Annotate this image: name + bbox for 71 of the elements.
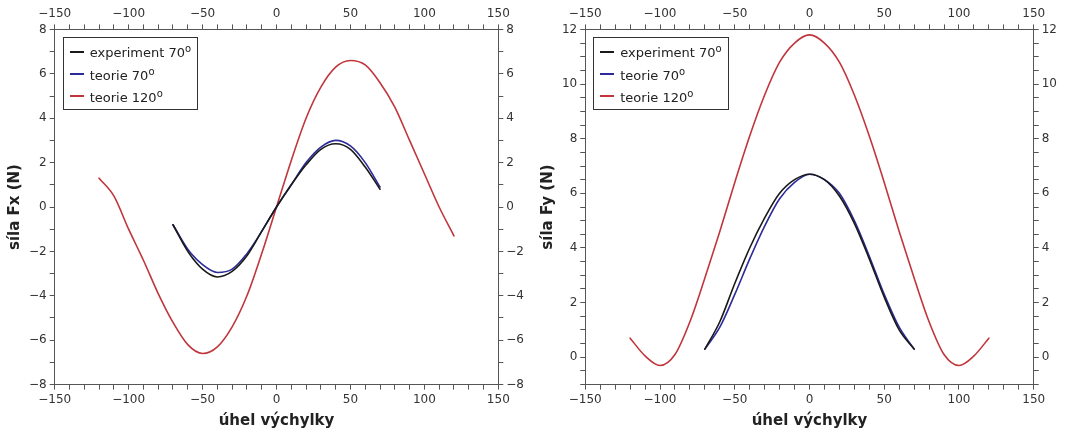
y2-tick-label: −2: [506, 243, 525, 258]
x2-tick-label: −50: [189, 6, 216, 21]
x-tick-label: 150: [486, 391, 510, 406]
y-tick-label: −8: [28, 376, 47, 391]
x2-tick-label: 150: [486, 6, 510, 21]
y-tick-label: −2: [28, 243, 47, 258]
y-tick-label: 10: [561, 76, 578, 91]
x2-tick-label: −100: [112, 6, 146, 21]
x-tick-label: −150: [568, 391, 602, 406]
y-tick-label: 4: [39, 110, 47, 125]
legend-label: teorie 70$^{o}$: [620, 64, 686, 86]
y2-tick-label: −8: [506, 376, 525, 391]
y-tick-label: 0: [39, 199, 47, 214]
y-tick-label: −4: [28, 287, 47, 302]
x-axis-title: úhel výchylky: [218, 410, 335, 429]
y-tick-label: 8: [569, 130, 578, 145]
y-tick-label: 6: [569, 185, 578, 200]
x-tick-label: 150: [1022, 391, 1046, 406]
x2-tick-label: −150: [38, 6, 72, 21]
y2-tick-label: −6: [506, 332, 525, 347]
y-axis-title: síla Fx (N): [4, 164, 23, 250]
y2-tick-label: 8: [506, 21, 514, 36]
y2-tick-label: 6: [506, 65, 514, 80]
y2-tick-label: 4: [506, 110, 514, 125]
x-tick-label: −100: [643, 391, 677, 406]
x-tick-label: 0: [272, 391, 281, 406]
legend-label: teorie 70$^{o}$: [89, 64, 155, 86]
y-axis-title: síla Fy (N): [537, 164, 556, 250]
x-tick-label: 0: [805, 391, 814, 406]
legend-label: teorie 120$^{o}$: [89, 87, 163, 108]
y-tick-label: 8: [39, 21, 47, 36]
y2-tick-label: 0: [1041, 349, 1050, 364]
y-tick-label: 2: [569, 294, 578, 309]
x2-tick-label: 50: [876, 6, 892, 21]
y2-tick-label: −4: [506, 287, 525, 302]
y2-tick-label: 12: [1041, 21, 1058, 36]
x-tick-label: 50: [342, 391, 359, 406]
x-tick-label: 100: [947, 391, 971, 406]
y2-tick-label: 0: [506, 199, 514, 214]
y2-tick-label: 4: [1041, 240, 1050, 255]
y-tick-label: 6: [39, 65, 47, 80]
y2-tick-label: 10: [1041, 76, 1058, 91]
y2-tick-label: 6: [1041, 185, 1050, 200]
x-axis-title: úhel výchylky: [751, 410, 868, 429]
y-tick-label: −6: [28, 332, 47, 347]
y-tick-label: 4: [569, 240, 578, 255]
legend-label: teorie 120$^{o}$: [620, 87, 694, 108]
y-tick-label: 12: [561, 21, 578, 36]
x2-tick-label: −150: [568, 6, 602, 21]
x2-tick-label: 150: [1022, 6, 1046, 21]
line-series: [704, 173, 915, 350]
y-tick-label: 2: [39, 154, 47, 169]
x-tick-label: −50: [722, 391, 748, 406]
x-tick-label: −100: [112, 391, 146, 406]
x2-tick-label: 50: [342, 6, 359, 21]
x2-tick-label: 0: [805, 6, 814, 21]
legend-label: experiment 70$^{o}$: [89, 42, 192, 63]
x2-tick-label: 100: [412, 6, 436, 21]
x-tick-label: −150: [38, 391, 72, 406]
x-tick-label: 100: [412, 391, 436, 406]
y2-tick-label: 2: [506, 154, 514, 169]
y2-tick-label: 2: [1041, 294, 1050, 309]
x2-tick-label: −50: [722, 6, 748, 21]
y2-tick-label: 8: [1041, 130, 1050, 145]
x-tick-label: 50: [876, 391, 892, 406]
legend-label: experiment 70$^{o}$: [620, 42, 722, 63]
x2-tick-label: 0: [272, 6, 281, 21]
x2-tick-label: −100: [643, 6, 677, 21]
x-tick-label: −50: [189, 391, 216, 406]
y-tick-label: 0: [569, 349, 578, 364]
x2-tick-label: 100: [947, 6, 971, 21]
